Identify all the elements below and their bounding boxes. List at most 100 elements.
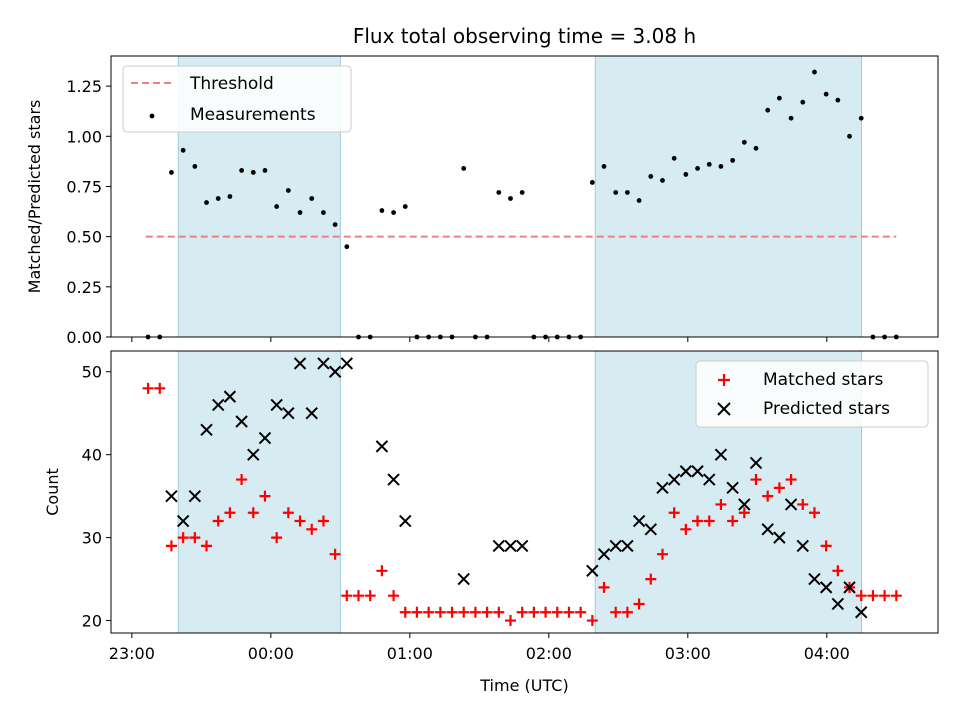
- top-x-ticks: [131, 337, 828, 342]
- top-y-axis-label: Matched/Predicted stars: [25, 100, 44, 294]
- predicted-star-point: [317, 357, 330, 370]
- measurement-point: [344, 244, 350, 250]
- top-axes-frame: [110, 55, 939, 338]
- matched-star-point: [282, 507, 294, 519]
- matched-star-point: [142, 382, 154, 394]
- measurement-point: [508, 196, 513, 201]
- matched-star-point: [481, 606, 493, 618]
- predicted-star-point: [843, 581, 856, 594]
- predicted-star-point: [667, 473, 681, 486]
- matched-star-point: [668, 507, 680, 519]
- measurement-point: [776, 95, 782, 101]
- measurement-point: [858, 115, 864, 121]
- matched-star-point: [692, 515, 704, 527]
- matched-star-point: [329, 548, 341, 560]
- y-tick-label: 1.00: [66, 127, 102, 146]
- predicted-star-point: [597, 547, 611, 561]
- predicted-star-point: [399, 514, 412, 528]
- matched-star-point: [446, 606, 458, 618]
- matched-star-point: [540, 606, 552, 618]
- measurement-point: [321, 210, 326, 215]
- measurement-point: [718, 163, 724, 169]
- legend-measurements-swatch: [149, 113, 155, 119]
- predicted-star-point: [235, 415, 248, 428]
- predicted-star-point: [305, 406, 318, 420]
- matched-star-point: [785, 474, 797, 486]
- predicted-star-point: [632, 514, 646, 528]
- matched-star-point: [306, 523, 318, 535]
- matched-star-point: [423, 606, 435, 618]
- predicted-star-point: [784, 498, 798, 511]
- matched-star-point: [364, 590, 376, 602]
- matched-star-point: [247, 507, 259, 519]
- matched-star-point: [656, 548, 668, 560]
- predicted-star-point: [679, 465, 693, 478]
- flux-ratio-panel: 0.00 0.25 0.50 0.75 1.00 1.25 Flux total obse…: [25, 24, 939, 347]
- x-tick-label: 01:00: [387, 644, 433, 663]
- bottom-legend: Matched stars Predicted stars: [695, 360, 929, 428]
- predicted-star-point: [796, 539, 809, 553]
- matched-star-point: [493, 606, 505, 618]
- bottom-legend-box: [695, 360, 929, 428]
- matched-star-point: [469, 606, 481, 618]
- x-tick-label: 02:00: [526, 644, 572, 663]
- y-tick-label: 0.75: [66, 177, 102, 196]
- matched-star-point: [832, 565, 844, 577]
- measurement-point: [215, 196, 221, 201]
- matched-star-point: [738, 507, 750, 519]
- measurement-point: [192, 163, 198, 169]
- shaded-interval: [594, 55, 862, 338]
- predicted-star-point: [855, 606, 868, 619]
- matched-star-point: [201, 540, 213, 552]
- predicted-star-point: [340, 357, 354, 370]
- predicted-star-point: [492, 539, 506, 553]
- predicted-star-point: [176, 514, 190, 528]
- matched-star-point: [750, 474, 762, 486]
- measurement-point: [636, 198, 642, 203]
- predicted-star-point: [212, 398, 225, 412]
- matched-star-point: [867, 590, 879, 602]
- legend-predicted-swatch: [717, 402, 731, 416]
- matched-star-point: [773, 482, 785, 494]
- predicted-star-point: [270, 398, 283, 412]
- shaded-interval: [177, 350, 341, 634]
- legend-predicted-label: Predicted stars: [763, 399, 890, 419]
- measurement-point: [706, 161, 712, 167]
- chart-title: Flux total observing time = 3.08 h: [353, 24, 696, 48]
- matched-star-point: [458, 606, 470, 618]
- measurement-point: [274, 204, 280, 209]
- matched-star-point: [165, 540, 177, 552]
- star-count-points: [142, 357, 902, 627]
- predicted-star-point: [504, 539, 517, 553]
- predicted-star-point: [808, 572, 821, 586]
- matched-star-point: [575, 606, 587, 618]
- predicted-star-point: [691, 465, 704, 478]
- x-axis-label: Time (UTC): [479, 676, 568, 695]
- predicted-star-point: [656, 481, 669, 495]
- predicted-star-point: [387, 473, 400, 486]
- matched-star-point: [271, 532, 283, 544]
- measurement-point: [496, 190, 502, 195]
- x-tick-label: 00:00: [248, 644, 294, 663]
- matched-star-point: [177, 532, 189, 544]
- y-tick-label: 50: [82, 363, 102, 382]
- measurement-point: [250, 170, 256, 175]
- measurement-point: [695, 166, 700, 171]
- predicted-star-point: [223, 390, 237, 403]
- measurement-point: [519, 190, 525, 195]
- measurement-point: [239, 168, 244, 173]
- matched-star-point: [586, 615, 598, 627]
- predicted-star-point: [586, 564, 599, 578]
- measurement-point: [765, 107, 771, 113]
- bottom-y-ticks: 20 30 40 50: [82, 363, 111, 631]
- predicted-star-point: [761, 523, 774, 536]
- matched-star-point: [855, 590, 867, 602]
- y-tick-label: 40: [82, 446, 102, 465]
- predicted-star-point: [726, 481, 739, 495]
- measurement-point: [788, 115, 794, 121]
- top-y-ticks: 0.00 0.25 0.50 0.75 1.00 1.25: [66, 77, 111, 347]
- measurement-point: [169, 170, 174, 175]
- measurement-point: [379, 208, 385, 213]
- matched-star-point: [504, 615, 516, 627]
- measurement-point: [812, 69, 817, 75]
